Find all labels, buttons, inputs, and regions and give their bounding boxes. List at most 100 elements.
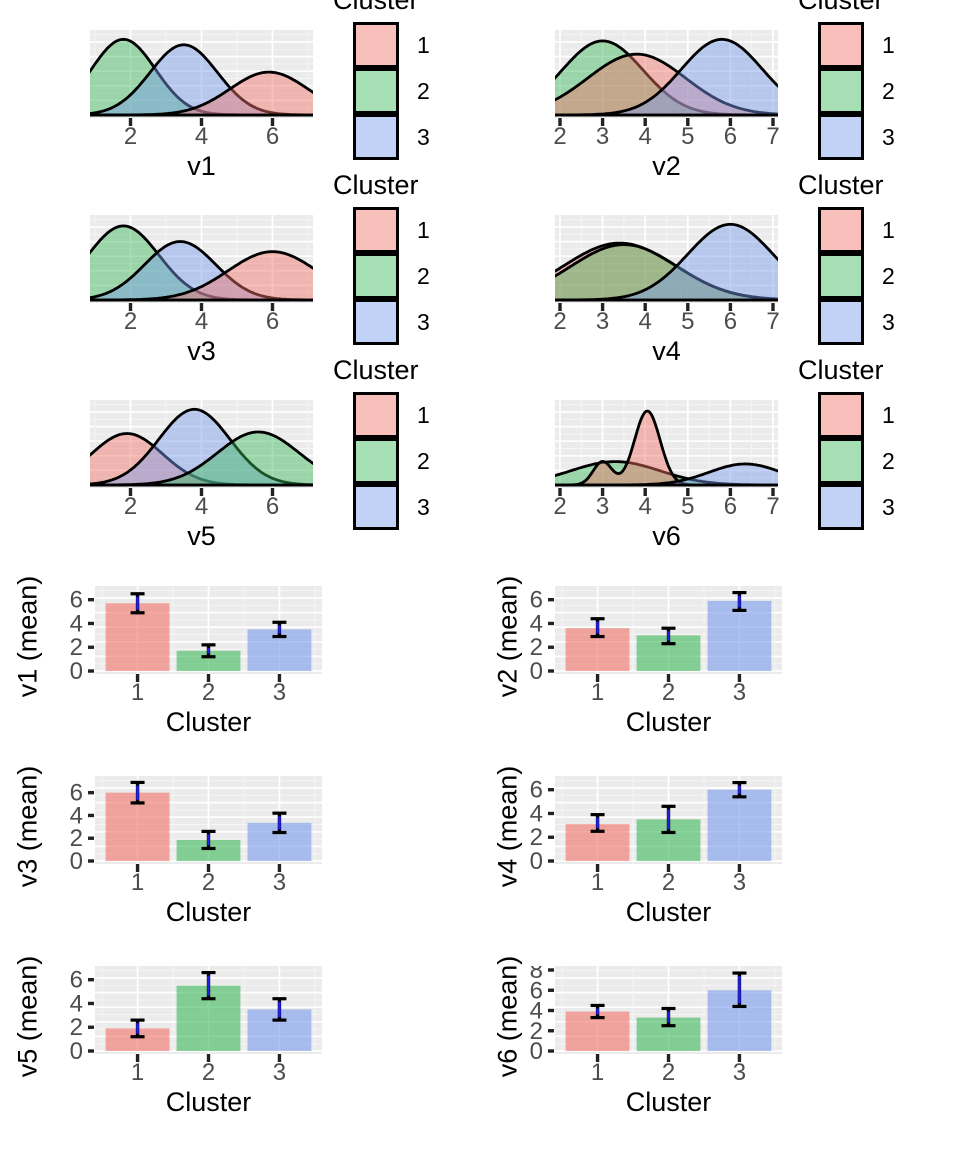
y-axis-title-v4: v4 (mean) <box>492 765 523 887</box>
density-plot-v1: 2 4 6 v1 <box>80 0 330 180</box>
legend-key-cluster-1: 1 <box>353 392 430 438</box>
legend-swatch-cluster-1 <box>818 207 864 253</box>
svg-text:0: 0 <box>70 848 83 875</box>
legend-swatch-cluster-3 <box>818 484 864 530</box>
svg-text:3: 3 <box>273 1059 286 1086</box>
svg-text:2: 2 <box>553 308 566 335</box>
svg-text:6: 6 <box>266 123 279 150</box>
density-chart-v3: 2 4 6 <box>90 215 313 335</box>
svg-text:4: 4 <box>70 610 83 637</box>
svg-text:4: 4 <box>639 308 652 335</box>
svg-text:4: 4 <box>530 998 543 1025</box>
legend-key-cluster-2: 2 <box>818 438 895 484</box>
density-plot-v2: 2 3 4 5 6 7 v2 <box>545 0 795 180</box>
legend-swatch-cluster-1 <box>818 392 864 438</box>
density-cell-v2: 2 3 4 5 6 7 v2 Cluster 1 2 3 <box>480 0 960 180</box>
svg-text:2: 2 <box>124 308 137 335</box>
legend-swatch-cluster-3 <box>818 114 864 160</box>
svg-text:2: 2 <box>124 123 137 150</box>
legend-key-label: 2 <box>417 77 430 104</box>
legend-key-label: 3 <box>882 123 895 150</box>
legend-key-label: 2 <box>417 262 430 289</box>
density-plot-v3: 2 4 6 v3 <box>80 171 330 365</box>
legend-key-label: 2 <box>417 447 430 474</box>
legend-key-cluster-1: 1 <box>818 22 895 68</box>
legend-key-label: 3 <box>417 123 430 150</box>
legend-key-cluster-3: 3 <box>353 299 430 345</box>
svg-text:4: 4 <box>639 493 652 520</box>
legend-key-label: 3 <box>882 493 895 520</box>
svg-text:3: 3 <box>733 869 746 896</box>
svg-text:0: 0 <box>530 1038 543 1065</box>
legend-keys: 1 2 3 <box>818 392 895 530</box>
legend-key-cluster-3: 3 <box>818 114 895 160</box>
density-cell-v4: 2 3 4 5 6 7 v4 Cluster 1 2 3 <box>480 171 960 365</box>
density-chart-v5: 2 4 6 <box>90 400 313 520</box>
y-axis-title-v5: v5 (mean) <box>12 955 43 1077</box>
svg-text:4: 4 <box>530 800 543 827</box>
legend-swatch-cluster-3 <box>353 114 399 160</box>
svg-text:4: 4 <box>70 802 83 829</box>
svg-text:4: 4 <box>70 990 83 1017</box>
svg-text:2: 2 <box>202 1059 215 1086</box>
legend-title: Cluster <box>798 355 884 385</box>
svg-text:3: 3 <box>273 679 286 706</box>
legend-swatch-cluster-2 <box>353 438 399 484</box>
legend-key-label: 1 <box>882 401 895 428</box>
density-cell-v3: 2 4 6 v3 Cluster 1 2 3 <box>0 171 480 365</box>
legend-swatch-cluster-2 <box>353 68 399 114</box>
legend-keys: 1 2 3 <box>818 207 895 345</box>
legend-key-cluster-2: 2 <box>353 253 430 299</box>
legend-key-label: 3 <box>882 308 895 335</box>
svg-text:6: 6 <box>70 967 83 994</box>
cluster-legend: Cluster 1 2 3 <box>333 171 430 356</box>
legend-keys: 1 2 3 <box>818 22 895 160</box>
density-plots-section: 2 4 6 v1 Cluster 1 2 3 2 3 4 5 6 7 v2 Cluster 1… <box>0 0 960 550</box>
svg-text:6: 6 <box>70 780 83 807</box>
density-plot-v4: 2 3 4 5 6 7 v4 <box>545 171 795 365</box>
cluster-legend: Cluster 1 2 3 <box>798 356 895 541</box>
y-axis-title-v6: v6 (mean) <box>492 955 523 1077</box>
svg-text:6: 6 <box>530 977 543 1004</box>
svg-text:2: 2 <box>70 825 83 852</box>
svg-text:2: 2 <box>553 493 566 520</box>
svg-text:2: 2 <box>530 634 543 661</box>
x-axis-title-cluster: Cluster <box>165 897 252 927</box>
svg-text:2: 2 <box>662 1059 675 1086</box>
svg-text:5: 5 <box>681 123 694 150</box>
svg-text:4: 4 <box>195 308 208 335</box>
x-axis-title-cluster: Cluster <box>625 707 712 737</box>
legend-key-label: 1 <box>882 31 895 58</box>
legend-key-label: 2 <box>882 77 895 104</box>
svg-text:1: 1 <box>131 869 144 896</box>
svg-text:1: 1 <box>131 1059 144 1086</box>
legend-key-cluster-1: 1 <box>818 392 895 438</box>
legend-key-label: 1 <box>417 216 430 243</box>
svg-text:0: 0 <box>70 1038 83 1065</box>
density-chart-v1: 2 4 6 <box>90 30 313 150</box>
svg-text:1: 1 <box>591 679 604 706</box>
legend-title: Cluster <box>333 0 419 15</box>
density-chart-v4: 2 3 4 5 6 7 <box>553 215 780 335</box>
x-axis-title-cluster: Cluster <box>165 1087 252 1117</box>
x-axis-title-v3: v3 <box>187 336 216 366</box>
legend-swatch-cluster-1 <box>353 22 399 68</box>
svg-text:6: 6 <box>70 587 83 614</box>
legend-title: Cluster <box>333 170 419 200</box>
svg-text:2: 2 <box>662 869 675 896</box>
x-axis-title-cluster: Cluster <box>165 707 252 737</box>
legend-key-cluster-2: 2 <box>353 68 430 114</box>
svg-text:6: 6 <box>724 493 737 520</box>
svg-text:2: 2 <box>553 123 566 150</box>
legend-key-label: 3 <box>417 493 430 520</box>
